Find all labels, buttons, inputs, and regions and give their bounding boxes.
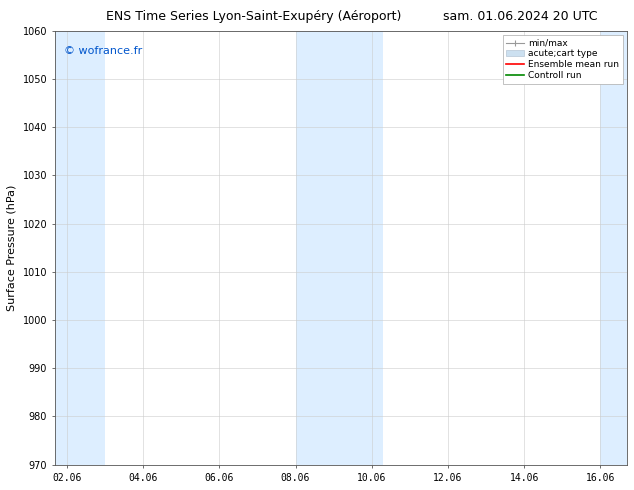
Text: ENS Time Series Lyon-Saint-Exupéry (Aéroport): ENS Time Series Lyon-Saint-Exupéry (Aéro… (106, 10, 401, 23)
Bar (600, 30, 627, 465)
Bar (295, 30, 383, 465)
Legend: min/max, acute;cart type, Ensemble mean run, Controll run: min/max, acute;cart type, Ensemble mean … (503, 35, 623, 84)
Y-axis label: Surface Pressure (hPa): Surface Pressure (hPa) (7, 184, 17, 311)
Bar (55, 30, 105, 465)
Text: sam. 01.06.2024 20 UTC: sam. 01.06.2024 20 UTC (443, 10, 597, 23)
Text: © wofrance.fr: © wofrance.fr (64, 46, 142, 56)
